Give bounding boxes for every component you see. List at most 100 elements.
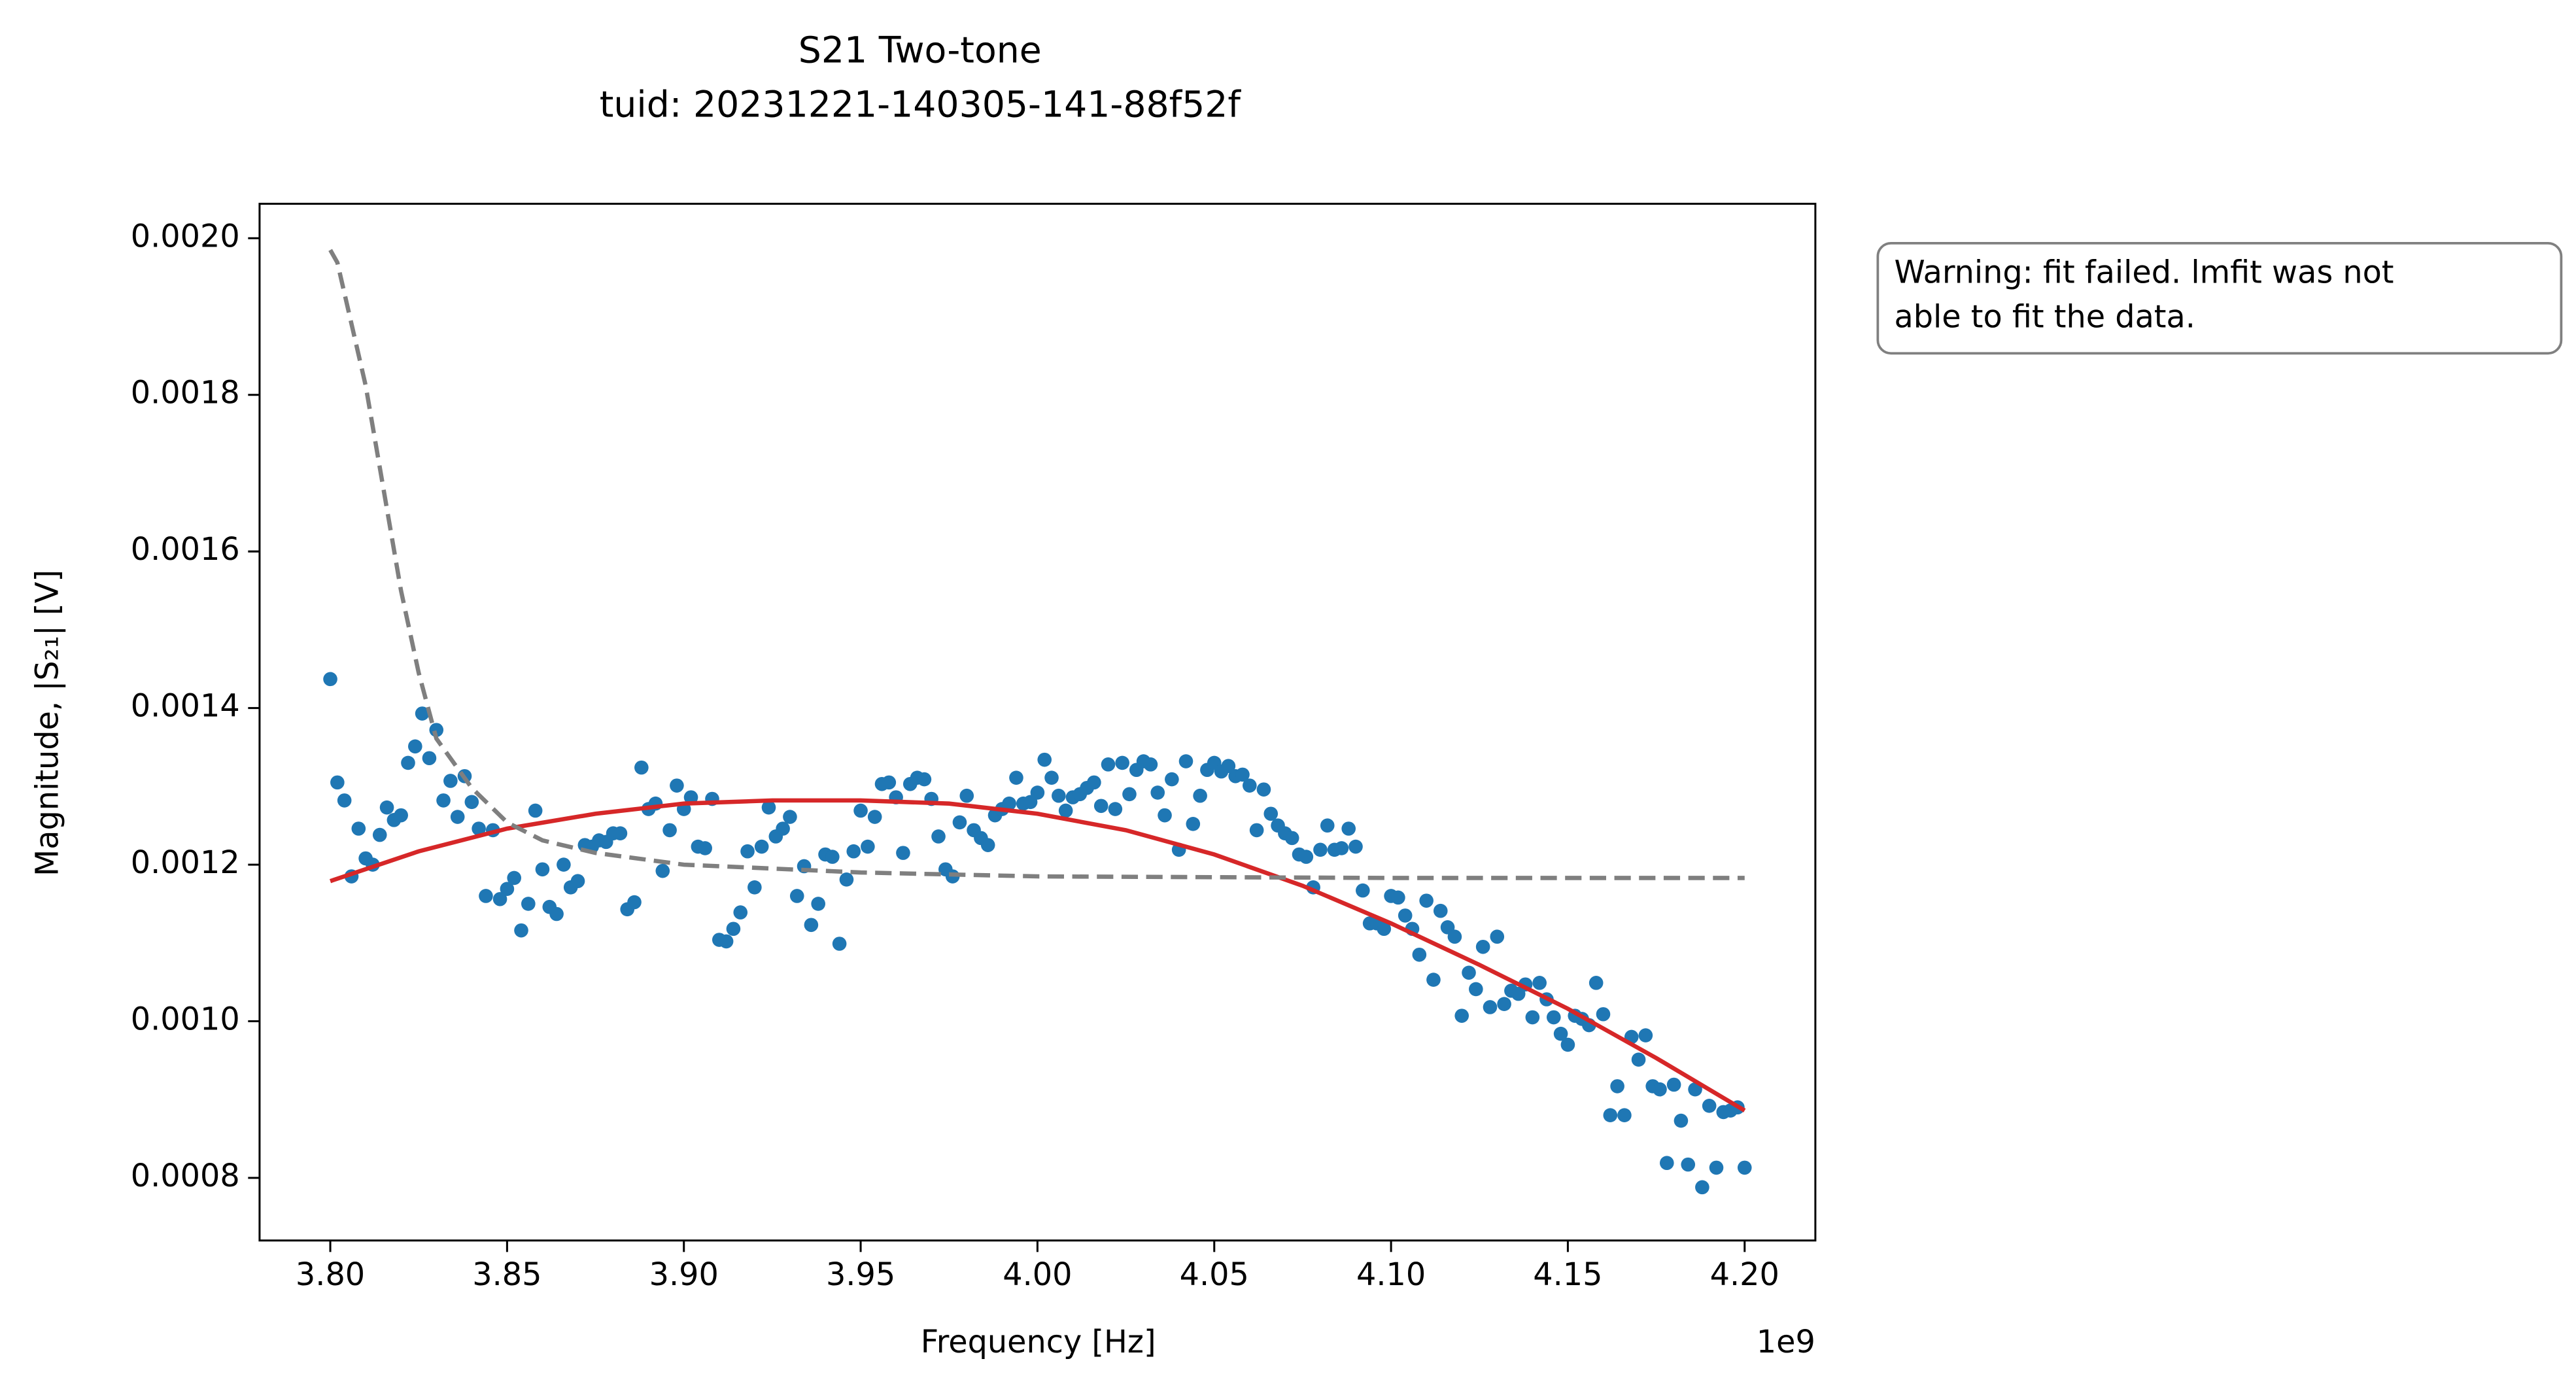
x-tick-label: 4.15 — [1533, 1257, 1602, 1293]
data-point — [1150, 785, 1165, 800]
data-point — [1243, 778, 1257, 793]
data-point — [535, 862, 550, 877]
x-tick-label: 4.20 — [1710, 1257, 1779, 1293]
chart-title: tuid: 20231221-140305-141-88f52f — [600, 84, 1242, 126]
data-point — [528, 803, 543, 818]
data-point — [1101, 757, 1116, 772]
x-tick-label: 4.05 — [1180, 1257, 1249, 1293]
data-point — [1284, 831, 1299, 846]
data-point — [811, 897, 825, 911]
data-point — [1497, 997, 1511, 1011]
data-point — [557, 857, 571, 872]
data-point — [613, 826, 628, 840]
data-point — [1193, 788, 1207, 803]
data-point — [1087, 775, 1101, 790]
data-point — [500, 882, 515, 896]
data-point — [740, 844, 755, 859]
data-point — [1490, 929, 1505, 944]
data-point — [980, 838, 995, 852]
x-axis-label: Frequency [Hz] — [921, 1324, 1156, 1360]
data-point — [698, 841, 712, 855]
data-point — [1695, 1180, 1709, 1195]
data-point — [1660, 1156, 1674, 1171]
y-axis-label: Magnitude, |S₂₁| [V] — [29, 570, 65, 876]
data-point — [1412, 947, 1427, 962]
data-point — [1596, 1007, 1611, 1022]
data-point — [1398, 908, 1413, 923]
data-point — [754, 839, 769, 854]
x-tick-label: 3.85 — [472, 1257, 541, 1293]
data-point — [1313, 842, 1328, 857]
data-point — [882, 775, 897, 790]
data-point — [931, 829, 946, 844]
data-point — [1348, 839, 1363, 854]
data-point — [443, 774, 458, 788]
data-point — [1221, 759, 1236, 774]
data-point — [1263, 806, 1279, 821]
data-point — [1617, 1108, 1632, 1122]
annotation-box — [1876, 242, 2563, 355]
data-point — [408, 739, 422, 754]
data-point — [1702, 1099, 1717, 1113]
data-point — [1737, 1160, 1752, 1175]
data-point — [1603, 1108, 1618, 1122]
data-point — [372, 827, 387, 842]
data-point — [1115, 755, 1129, 770]
data-point — [1709, 1160, 1724, 1175]
plot-frame — [258, 203, 1817, 1242]
data-point — [783, 810, 797, 824]
data-point — [832, 937, 847, 951]
data-point — [1093, 799, 1108, 814]
data-point — [330, 775, 345, 790]
data-point — [959, 788, 974, 803]
x-offset-label: 1e9 — [1757, 1324, 1815, 1360]
data-point — [853, 803, 868, 818]
x-tick-label: 3.80 — [296, 1257, 365, 1293]
data-point — [861, 839, 875, 854]
data-point — [1165, 772, 1179, 787]
data-point — [846, 844, 861, 859]
data-point — [1058, 803, 1073, 818]
data-point — [1391, 890, 1405, 905]
data-point — [1454, 1008, 1469, 1023]
data-point — [521, 897, 536, 911]
data-point — [1638, 1028, 1653, 1042]
data-point — [634, 760, 649, 775]
y-tick-label: 0.0012 — [131, 845, 240, 881]
data-point — [896, 846, 910, 860]
data-point — [1377, 921, 1392, 937]
data-point — [670, 778, 684, 793]
data-point — [1186, 817, 1201, 831]
data-point — [1553, 1026, 1568, 1041]
data-point — [761, 800, 776, 815]
data-point — [1483, 1000, 1498, 1014]
data-point — [1447, 929, 1462, 944]
chart-title: S21 Two-tone — [799, 30, 1042, 72]
data-point — [804, 918, 819, 933]
annotation: able to fit the data. — [1894, 299, 2195, 335]
data-point — [726, 921, 741, 937]
data-point — [683, 790, 698, 804]
data-point — [1030, 785, 1045, 800]
data-point — [1158, 808, 1172, 823]
data-point — [1560, 1037, 1575, 1052]
data-point — [1433, 903, 1448, 918]
y-tick-label: 0.0010 — [131, 1002, 240, 1038]
data-point — [1681, 1157, 1696, 1172]
data-point — [1037, 752, 1052, 767]
data-point — [450, 810, 465, 824]
data-point — [1108, 802, 1123, 816]
data-point — [1653, 1082, 1667, 1097]
data-point — [415, 706, 430, 721]
data-point — [655, 863, 670, 878]
data-point — [1475, 939, 1490, 954]
data-point — [1666, 1077, 1681, 1092]
data-point — [464, 795, 479, 810]
data-point — [379, 800, 394, 815]
data-point — [733, 905, 748, 920]
data-point — [394, 808, 408, 823]
data-point — [337, 793, 352, 808]
data-point — [917, 772, 932, 787]
y-tick-label: 0.0018 — [131, 375, 240, 411]
